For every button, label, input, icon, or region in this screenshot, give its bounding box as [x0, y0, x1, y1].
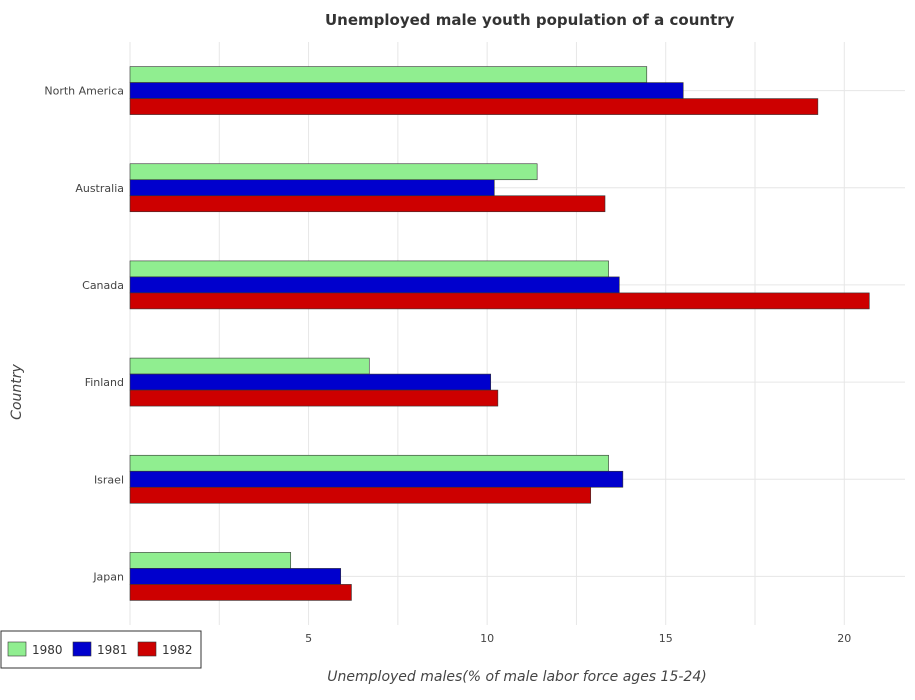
bar-1980-japan [129, 552, 292, 569]
y-tick-label: Japan [92, 570, 124, 583]
bar-1982-canada [129, 292, 870, 310]
bar-1982-japan [129, 584, 352, 601]
bar-1982-north-america [129, 98, 819, 115]
bar-1980-north-america [129, 66, 648, 83]
chart-title: Unemployed male youth population of a co… [325, 11, 735, 29]
bar-1982-australia [129, 195, 606, 213]
bar-1980-finland [129, 357, 370, 375]
y-axis-ticks: North America Australia Canada Finland Israe… [44, 85, 124, 584]
bar-1981-north-america [129, 82, 684, 99]
bar-1982-israel [129, 486, 592, 504]
legend-label-1980: 1980 [32, 643, 63, 657]
y-tick-label: Israel [94, 473, 124, 486]
bar-1981-israel [129, 470, 624, 488]
x-tick-label: 5 [305, 632, 312, 645]
legend-label-1981: 1981 [97, 643, 128, 657]
y-axis-label: Country [9, 363, 25, 419]
bar-1982-finland [129, 389, 499, 407]
x-tick-label: 10 [480, 632, 494, 645]
legend-swatch-1982 [137, 641, 157, 657]
x-tick-label: 15 [659, 632, 673, 645]
y-tick-label: North America [44, 85, 124, 98]
bar-1981-australia [129, 179, 495, 197]
x-axis-label: Unemployed males(% of male labor force a… [327, 669, 706, 685]
grid [129, 42, 905, 625]
bar-1980-israel [129, 454, 609, 472]
bar-1981-canada [129, 276, 620, 294]
bar-1981-japan [129, 568, 342, 585]
bar-1980-australia [129, 163, 538, 181]
legend-box [0, 630, 202, 669]
legend-swatch-1980 [7, 641, 27, 657]
y-tick-label: Canada [82, 279, 124, 292]
bars [129, 66, 870, 601]
bar-1981-finland [129, 373, 492, 391]
y-tick-label: Finland [85, 376, 124, 389]
y-tick-label: Australia [75, 182, 124, 195]
legend: 1980 1981 1982 [0, 630, 202, 669]
legend-swatch-1981 [72, 641, 92, 657]
x-axis-ticks: 05101520 [127, 632, 852, 645]
bar-1980-canada [129, 260, 609, 278]
legend-label-1982: 1982 [162, 643, 193, 657]
x-tick-label: 20 [837, 632, 851, 645]
